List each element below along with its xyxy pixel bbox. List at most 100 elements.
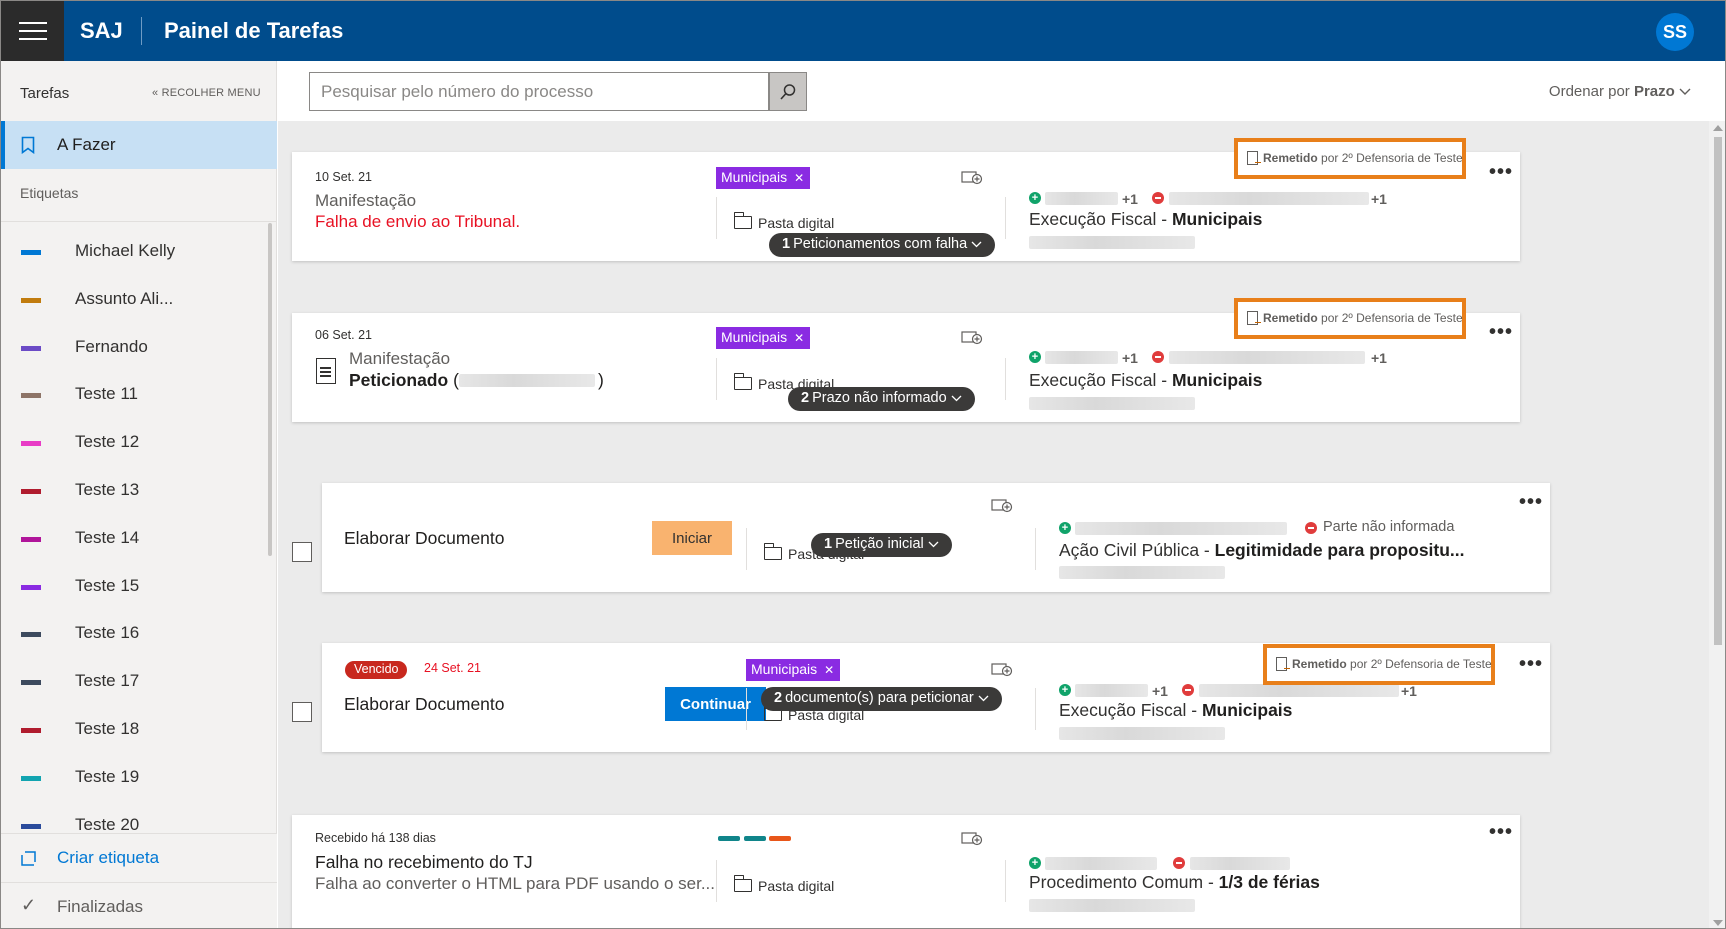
more-options-icon[interactable]: ••• [1489, 321, 1514, 343]
sidebar-tag-item[interactable]: Assunto Ali... [1, 276, 267, 322]
divider [716, 197, 717, 239]
add-tag-icon[interactable] [991, 497, 1013, 513]
more-parties[interactable]: +1 [1371, 191, 1387, 207]
sidebar-tag-item[interactable]: Teste 17 [1, 658, 267, 704]
add-tag-icon[interactable] [961, 329, 983, 345]
more-parties[interactable]: +1 [1371, 350, 1387, 366]
digital-folder-link[interactable]: Pasta digital [733, 212, 835, 231]
remetido-badge[interactable]: Remetido por 2º Defensoria de Teste [1234, 138, 1466, 179]
task-checkbox[interactable] [292, 702, 312, 722]
sidebar-tag-item[interactable]: Teste 11 [1, 371, 267, 417]
sidebar-tag-item[interactable]: Michael Kelly [1, 228, 267, 274]
divider [1035, 688, 1036, 730]
collapse-menu-button[interactable]: « RECOLHER MENU [152, 87, 261, 99]
sidebar-tag-item[interactable]: Teste 20 [1, 802, 267, 848]
start-button[interactable]: Iniciar [652, 521, 732, 555]
sidebar-tag-item[interactable]: Teste 18 [1, 706, 267, 752]
sidebar-tag-item[interactable]: Teste 16 [1, 610, 267, 656]
more-parties[interactable]: +1 [1122, 350, 1138, 366]
tag-label: Municipais [721, 329, 788, 345]
tag-label: Assunto Ali... [75, 288, 174, 308]
sort-dropdown[interactable]: Ordenar por Prazo [1549, 83, 1691, 100]
main-area: Ordenar por Prazo 10 Set. 21 Manifestaçã… [278, 61, 1725, 928]
continue-button[interactable]: Continuar [665, 687, 766, 721]
avatar[interactable]: SS [1656, 13, 1694, 51]
remetido-badge[interactable]: Remetido por 2º Defensoria de Teste [1263, 644, 1495, 685]
passive-party-icon [1305, 522, 1317, 534]
brand-logo[interactable]: SAJ [80, 18, 123, 43]
tag-label: Teste 19 [75, 766, 140, 786]
task-card[interactable]: Recebido há 138 dias Falha no recebiment… [292, 815, 1520, 928]
menu-icon[interactable] [1, 1, 64, 61]
create-tag-button[interactable]: Criar etiqueta [1, 834, 277, 882]
task-checkbox[interactable] [292, 542, 312, 562]
more-options-icon[interactable]: ••• [1519, 491, 1544, 513]
status-label: Peticionado [349, 370, 449, 390]
add-tag-icon[interactable] [961, 169, 983, 185]
tag-color-swatch [21, 250, 41, 255]
pill-label: documento(s) para peticionar [785, 690, 974, 706]
tag-label: Fernando [75, 336, 148, 356]
main-scrollbar[interactable] [1709, 121, 1725, 928]
paren-open: ( [453, 370, 459, 390]
remetido-badge[interactable]: Remetido por 2º Defensoria de Teste [1234, 298, 1466, 339]
tag-chip-municipais[interactable]: Municipais ✕ [716, 167, 811, 189]
more-parties[interactable]: +1 [1401, 683, 1417, 699]
sidebar-item-a-fazer[interactable]: A Fazer [1, 121, 277, 169]
process-class: Procedimento Comum - 1/3 de férias [1029, 872, 1320, 893]
initial-petition-pill[interactable]: 1 Petição inicial [811, 533, 952, 557]
more-parties[interactable]: +1 [1122, 191, 1138, 207]
scroll-down-arrow[interactable] [1713, 920, 1723, 926]
more-options-icon[interactable]: ••• [1489, 161, 1514, 183]
sidebar-tag-item[interactable]: Teste 19 [1, 754, 267, 800]
remove-tag-icon[interactable]: ✕ [794, 331, 805, 345]
pill-label: Peticionamentos com falha [793, 236, 968, 252]
more-parties[interactable]: +1 [1152, 683, 1168, 699]
remetido-origin: por 2º Defensoria de Teste [1321, 311, 1463, 325]
no-deadline-pill[interactable]: 2 Prazo não informado [788, 387, 975, 411]
scrollbar-thumb[interactable] [1714, 137, 1722, 645]
documents-to-file-pill[interactable]: 2 documento(s) para peticionar [761, 687, 1002, 711]
redacted-process-number [1059, 566, 1225, 579]
pill-count: 1 [824, 536, 833, 552]
sidebar-tag-item[interactable]: Teste 12 [1, 419, 267, 465]
chevron-down-icon [1679, 88, 1691, 95]
party-not-informed: Parte não informada [1323, 519, 1455, 535]
add-tag-icon[interactable] [961, 830, 983, 846]
search-input[interactable] [309, 72, 769, 111]
tag-stripe [718, 836, 740, 841]
tag-color-swatch [21, 584, 41, 590]
more-options-icon[interactable]: ••• [1489, 821, 1514, 843]
create-tag-label: Criar etiqueta [57, 848, 160, 867]
folder-icon [763, 543, 782, 560]
failed-filings-pill[interactable]: 1 Peticionamentos com falha [769, 233, 996, 257]
subject-name: Legitimidade para propositu... [1214, 540, 1465, 560]
active-indicator [1, 121, 5, 169]
search-button[interactable] [769, 72, 807, 111]
add-tag-icon[interactable] [991, 661, 1013, 677]
sidebar-tag-item[interactable]: Fernando [1, 324, 267, 370]
search-icon [780, 83, 796, 100]
sidebar-tag-item[interactable]: Teste 13 [1, 467, 267, 513]
digital-folder-label: Pasta digital [758, 215, 835, 231]
scroll-up-arrow[interactable] [1713, 125, 1723, 131]
sort-value: Prazo [1633, 83, 1675, 100]
overdue-badge: Vencido [345, 661, 408, 679]
class-name: Execução Fiscal - [1029, 209, 1172, 229]
sort-label: Ordenar por [1548, 83, 1630, 100]
sidebar-scrollbar[interactable] [268, 223, 272, 556]
tag-chip-municipais[interactable]: Municipais ✕ [716, 327, 811, 349]
paren-close: ) [598, 370, 604, 390]
more-options-icon[interactable]: ••• [1519, 653, 1544, 675]
digital-folder-link[interactable]: Pasta digital [733, 875, 834, 894]
remetido-label: Remetido [1263, 311, 1318, 325]
sidebar-tag-item[interactable]: Teste 15 [1, 563, 267, 609]
sidebar-tag-item[interactable]: Teste 14 [1, 515, 267, 561]
remove-tag-icon[interactable]: ✕ [794, 171, 805, 185]
sidebar-item-finalizadas[interactable]: ✓ Finalizadas [1, 882, 277, 928]
tag-chip-municipais[interactable]: Municipais ✕ [746, 659, 841, 681]
remove-tag-icon[interactable]: ✕ [824, 663, 835, 677]
digital-folder-label: Pasta digital [788, 707, 865, 723]
subject-name: Municipais [1201, 700, 1293, 720]
